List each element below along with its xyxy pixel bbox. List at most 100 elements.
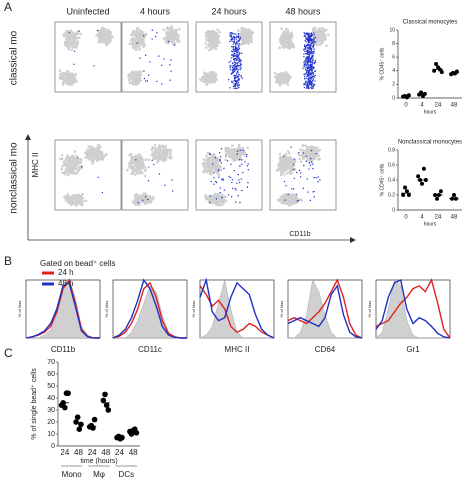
event-dot — [219, 187, 221, 189]
event-dot — [309, 199, 312, 202]
y-axis-label: % of Max — [279, 301, 284, 318]
event-dot — [151, 146, 154, 149]
event-dot — [220, 202, 224, 205]
event-dot — [71, 157, 75, 161]
event-dot — [165, 36, 168, 39]
event-dot — [312, 75, 315, 77]
event-dot — [307, 49, 309, 52]
event-dot — [97, 37, 100, 40]
event-dot — [137, 75, 140, 78]
event-dot — [311, 69, 314, 71]
event-dot — [167, 27, 171, 31]
event-dot — [237, 79, 239, 81]
event-dot — [67, 83, 71, 86]
event-dot — [223, 167, 225, 170]
event-dot — [238, 84, 241, 86]
event-dot — [131, 156, 135, 159]
event-dot — [154, 35, 157, 38]
event-dot — [241, 189, 243, 192]
event-dot — [171, 179, 173, 181]
event-dot — [236, 42, 239, 45]
event-dot — [309, 45, 312, 48]
event-dot — [303, 164, 305, 167]
event-dot — [283, 155, 285, 158]
event-dot — [230, 32, 232, 34]
event-dot — [142, 36, 145, 40]
event-dot — [232, 45, 235, 48]
event-dot — [210, 165, 214, 169]
event-dot — [205, 72, 208, 76]
event-dot — [133, 78, 136, 81]
event-dot — [309, 78, 312, 80]
event-dot — [150, 198, 153, 202]
event-dot — [127, 73, 130, 76]
dot — [403, 185, 408, 190]
event-dot — [224, 152, 228, 156]
event-dot — [70, 165, 74, 168]
event-dot — [162, 150, 165, 154]
event-dot — [230, 195, 233, 198]
event-dot — [65, 156, 68, 160]
event-dot — [132, 167, 136, 171]
y-tick-label: 0.6 — [388, 162, 395, 168]
dot — [434, 62, 439, 66]
event-dot — [231, 81, 234, 83]
event-dot — [143, 77, 146, 80]
event-dot — [233, 83, 235, 85]
event-dot — [209, 201, 211, 204]
event-dot — [105, 152, 108, 156]
event-dot — [229, 34, 231, 36]
event-dot — [313, 38, 315, 40]
event-dot — [232, 43, 235, 45]
event-dot — [207, 48, 211, 52]
event-dot — [288, 151, 291, 155]
event-dot — [290, 170, 293, 173]
event-dot — [75, 36, 79, 40]
event-dot — [238, 43, 241, 45]
event-dot — [236, 63, 238, 65]
event-dot — [169, 64, 171, 66]
dot — [105, 407, 112, 413]
event-dot — [229, 177, 232, 179]
event-dot — [309, 61, 312, 64]
event-dot — [234, 79, 236, 82]
event-dot — [133, 173, 137, 176]
event-dot — [76, 32, 80, 35]
event-dot — [58, 76, 61, 80]
event-dot — [222, 179, 224, 181]
event-dot — [292, 163, 295, 166]
event-dot — [235, 52, 238, 54]
panel-label: A — [4, 0, 12, 14]
event-dot — [134, 164, 138, 168]
event-dot — [235, 189, 237, 191]
event-dot — [216, 165, 220, 168]
event-dot — [233, 170, 235, 172]
dot — [401, 193, 406, 197]
event-dot — [239, 38, 241, 40]
event-dot — [97, 155, 100, 158]
dot — [100, 397, 107, 404]
event-dot — [157, 149, 160, 152]
event-dot — [227, 79, 230, 81]
event-dot — [78, 30, 80, 32]
event-dot — [308, 162, 311, 164]
event-dot — [307, 41, 310, 43]
event-dot — [236, 153, 239, 155]
event-dot — [231, 72, 233, 75]
event-dot — [147, 165, 151, 169]
event-dot — [236, 48, 239, 51]
event-dot — [171, 190, 174, 192]
event-dot — [312, 44, 315, 47]
event-dot — [237, 81, 239, 84]
event-dot — [245, 155, 248, 158]
event-dot — [205, 155, 208, 158]
event-dot — [307, 86, 310, 89]
event-dot — [239, 165, 241, 167]
event-dot — [98, 145, 102, 149]
event-dot — [282, 159, 286, 163]
event-dot — [134, 46, 138, 50]
event-dot — [284, 199, 286, 201]
event-dot — [79, 157, 83, 161]
event-dot — [74, 50, 76, 53]
event-dot — [204, 194, 207, 197]
